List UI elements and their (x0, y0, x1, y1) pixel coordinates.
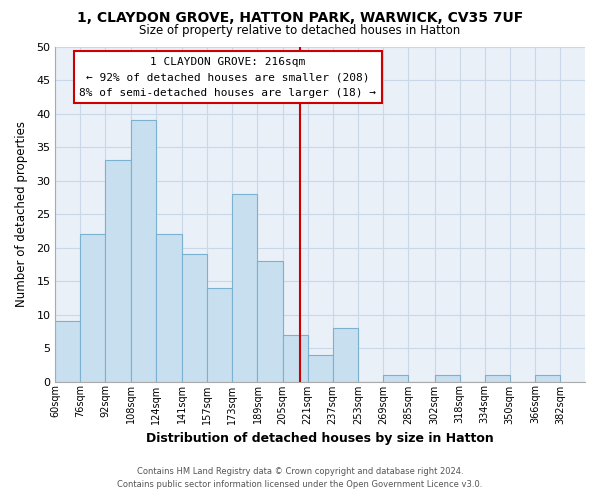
Text: Contains HM Land Registry data © Crown copyright and database right 2024.
Contai: Contains HM Land Registry data © Crown c… (118, 468, 482, 489)
Bar (155, 234, 182, 382)
Text: Size of property relative to detached houses in Hatton: Size of property relative to detached ho… (139, 24, 461, 37)
Bar (485, 375, 510, 382)
Bar (383, 375, 408, 382)
Y-axis label: Number of detached properties: Number of detached properties (15, 121, 28, 307)
Bar (106, 160, 131, 382)
X-axis label: Distribution of detached houses by size in Hatton: Distribution of detached houses by size … (146, 432, 494, 445)
Text: 1 CLAYDON GROVE: 216sqm
← 92% of detached houses are smaller (208)
8% of semi-de: 1 CLAYDON GROVE: 216sqm ← 92% of detache… (79, 56, 376, 98)
Bar (283, 334, 308, 382)
Bar (434, 375, 460, 382)
Bar (182, 254, 208, 382)
Bar (131, 120, 155, 382)
Bar (308, 354, 332, 382)
Bar (332, 328, 358, 382)
Bar (535, 375, 560, 382)
Bar (232, 194, 257, 382)
Bar (80, 234, 106, 382)
Bar (257, 261, 283, 382)
Bar (208, 288, 232, 382)
Text: 1, CLAYDON GROVE, HATTON PARK, WARWICK, CV35 7UF: 1, CLAYDON GROVE, HATTON PARK, WARWICK, … (77, 12, 523, 26)
Bar (55, 321, 80, 382)
